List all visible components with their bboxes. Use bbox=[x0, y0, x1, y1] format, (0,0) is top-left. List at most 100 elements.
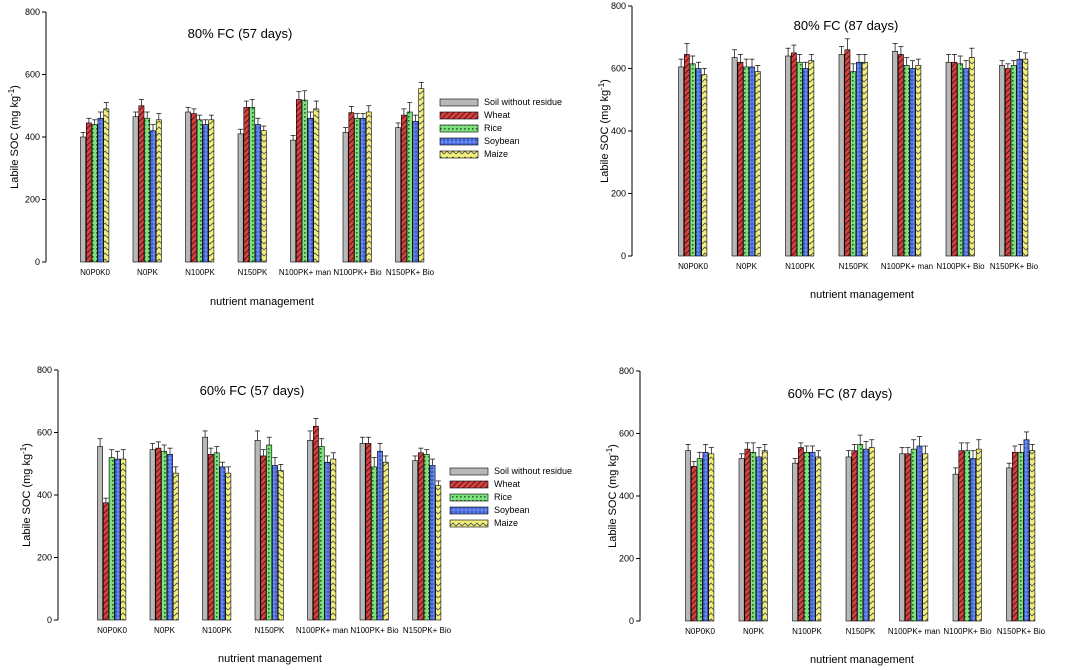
chart-title: 80% FC (87 days) bbox=[794, 18, 899, 33]
bar-rice bbox=[213, 452, 220, 621]
bar-rice bbox=[750, 451, 757, 622]
y-tick-label: 400 bbox=[37, 490, 52, 500]
legend-swatch-soil bbox=[439, 98, 479, 107]
bar-maize bbox=[208, 119, 215, 263]
legend-label-soil: Soil without residue bbox=[484, 97, 562, 107]
bar-wheat bbox=[208, 454, 214, 621]
bar-wheat bbox=[744, 448, 751, 622]
legend-swatch-soil bbox=[449, 467, 489, 476]
bar-wheat bbox=[844, 49, 851, 257]
y-axis-title-close: ) bbox=[21, 443, 33, 447]
bar-maize bbox=[155, 119, 162, 263]
bar-soybean bbox=[802, 68, 809, 257]
bar-soybean bbox=[219, 466, 226, 621]
chart-panel-1: 0 200 400 600 800 80% FC (57 days) nutrient ma… bbox=[7, 7, 562, 308]
bar-soil bbox=[1006, 467, 1012, 622]
bar-rice bbox=[161, 450, 168, 621]
bar-rice bbox=[423, 454, 430, 621]
bar-maize bbox=[313, 108, 320, 263]
y-axis-title-sup: -1 bbox=[19, 446, 28, 454]
legend-label-rice: Rice bbox=[494, 492, 512, 502]
bar-maize bbox=[975, 448, 982, 622]
bar-maize bbox=[1029, 450, 1036, 622]
x-tick-label: N0P0K0 bbox=[80, 268, 110, 277]
bar-soil bbox=[132, 116, 139, 263]
y-axis-title: Labile SOC (mg kg-1) bbox=[7, 85, 21, 189]
bar-wheat bbox=[737, 61, 744, 257]
chart-panel-4: 0 200 400 600 800 60% FC (87 days) nutrient ma… bbox=[605, 366, 1046, 666]
bar-rice bbox=[196, 119, 203, 263]
bar-rice bbox=[144, 117, 151, 263]
chart-title: 60% FC (57 days) bbox=[200, 383, 305, 398]
bar-soybean bbox=[1016, 58, 1023, 257]
y-axis-title-sup: -1 bbox=[597, 82, 606, 90]
bar-soil bbox=[97, 446, 103, 621]
chart-title: 60% FC (87 days) bbox=[788, 386, 893, 401]
bar-rice bbox=[696, 458, 703, 622]
y-axis-title-main: Labile SOC (mg kg bbox=[607, 455, 619, 548]
bar-maize bbox=[382, 461, 389, 621]
x-tick-label: N150PK+ Bio bbox=[997, 627, 1046, 636]
bar-maize bbox=[418, 88, 425, 263]
x-tick-label: N0P0K0 bbox=[685, 627, 715, 636]
bar-maize bbox=[260, 130, 267, 263]
x-tick-label: N150PK bbox=[846, 627, 876, 636]
x-axis-title: nutrient management bbox=[210, 296, 314, 308]
legend-label-maize: Maize bbox=[494, 518, 518, 528]
bar-wheat bbox=[86, 122, 92, 263]
bar-soybean bbox=[970, 458, 976, 622]
bar-wheat bbox=[103, 502, 109, 621]
bar-wheat bbox=[243, 107, 250, 263]
bar-wheat bbox=[260, 455, 267, 621]
bar-maize bbox=[708, 453, 715, 622]
y-tick-label: 0 bbox=[35, 257, 40, 267]
bar-soil bbox=[999, 65, 1005, 257]
bar-wheat bbox=[400, 114, 407, 263]
x-tick-label: N150PK bbox=[839, 262, 869, 271]
y-tick-label: 800 bbox=[25, 7, 40, 17]
bar-soybean bbox=[307, 117, 314, 263]
bar-maize bbox=[815, 456, 822, 622]
bar-wheat bbox=[797, 447, 804, 622]
bar-soil bbox=[149, 449, 156, 621]
bar-soil bbox=[307, 440, 313, 621]
bar-maize bbox=[1022, 58, 1029, 257]
bar-soil bbox=[412, 460, 418, 621]
y-tick-label: 200 bbox=[37, 553, 52, 563]
bar-soil bbox=[185, 111, 191, 263]
legend-label-wheat: Wheat bbox=[494, 479, 521, 489]
bar-wheat bbox=[138, 105, 145, 263]
bar-soil bbox=[359, 443, 366, 621]
y-axis-title: Labile SOC (mg kg-1) bbox=[597, 79, 611, 183]
bar-rice bbox=[910, 448, 917, 622]
bar-rice bbox=[850, 71, 857, 257]
bar-rice bbox=[91, 124, 98, 263]
y-tick-label: 200 bbox=[619, 554, 634, 564]
bar-rice bbox=[108, 457, 115, 621]
bar-soil bbox=[785, 55, 791, 257]
y-tick-label: 400 bbox=[619, 491, 634, 501]
bar-soybean bbox=[255, 124, 261, 263]
bar-soil bbox=[952, 473, 959, 622]
bar-rice bbox=[266, 444, 273, 621]
bar-soybean bbox=[909, 68, 916, 257]
x-tick-label: N100PK+ man bbox=[881, 262, 933, 271]
bar-soybean bbox=[114, 458, 121, 621]
y-tick-label: 600 bbox=[619, 429, 634, 439]
bar-soybean bbox=[756, 456, 762, 622]
legend: Soil without residue Wheat Rice Soybean Maiz… bbox=[439, 97, 562, 159]
chart-panel-3: 0 200 400 600 800 60% FC (57 days) nutrient ma… bbox=[19, 365, 572, 665]
bar-soil bbox=[685, 450, 691, 622]
y-axis-title: Labile SOC (mg kg-1) bbox=[605, 444, 619, 548]
legend: Soil without residue Wheat Rice Soybean Maiz… bbox=[449, 466, 572, 528]
y-tick-label: 200 bbox=[25, 195, 40, 205]
x-tick-label: N0PK bbox=[736, 262, 758, 271]
bar-maize bbox=[103, 108, 110, 263]
bar-wheat bbox=[312, 425, 319, 621]
x-tick-label: N0P0K0 bbox=[678, 262, 708, 271]
bar-soybean bbox=[324, 461, 331, 621]
bar-soybean bbox=[749, 66, 755, 257]
bar-wheat bbox=[690, 466, 697, 622]
y-axis-title: Labile SOC (mg kg-1) bbox=[19, 443, 33, 547]
